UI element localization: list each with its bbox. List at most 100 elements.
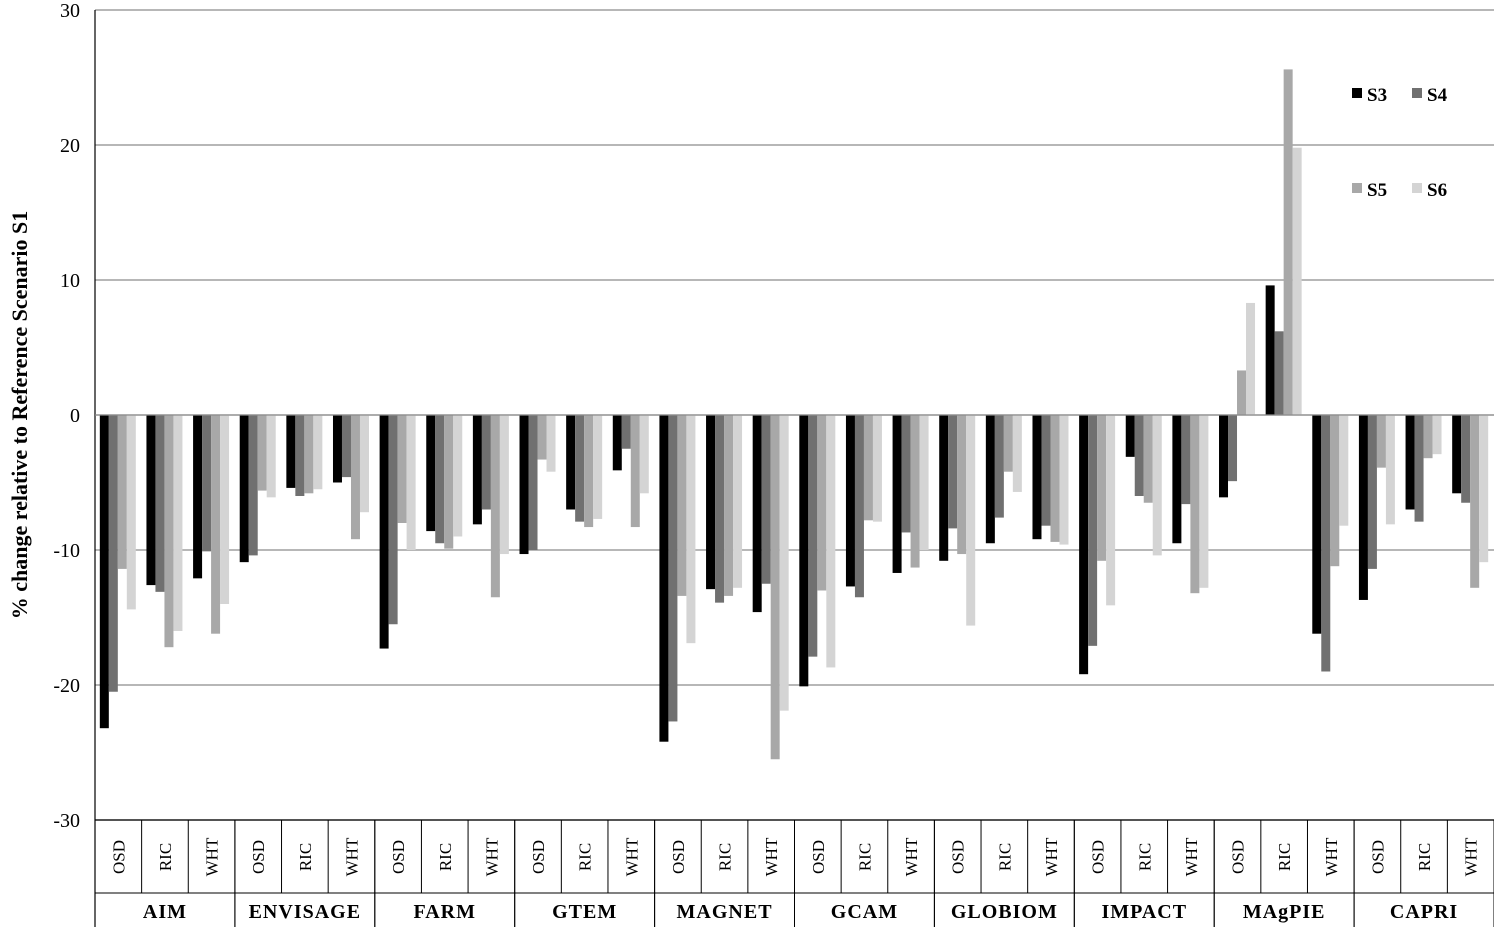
y-tick-label: 0: [70, 405, 80, 427]
bar-s5-impact-wht: [1190, 415, 1200, 594]
bar-s3-magnet-osd: [659, 415, 669, 742]
bar-s4-envisage-wht: [341, 415, 351, 478]
x-category-label: OSD: [389, 840, 408, 874]
bar-s4-magpie-ric: [1274, 331, 1284, 415]
bar-s5-gcam-osd: [817, 415, 827, 591]
bar-s4-farm-wht: [481, 415, 491, 510]
bar-s4-farm-osd: [388, 415, 398, 625]
bar-s5-magpie-osd: [1237, 370, 1247, 415]
bar-s3-magpie-wht: [1312, 415, 1322, 634]
x-category-label: WHT: [1322, 837, 1341, 876]
bar-s6-farm-osd: [406, 415, 416, 550]
x-category-label: OSD: [249, 840, 268, 874]
bar-s6-gtem-osd: [546, 415, 556, 472]
bar-s5-farm-ric: [444, 415, 454, 549]
bar-s6-aim-ric: [173, 415, 183, 631]
bar-s3-globiom-osd: [939, 415, 949, 561]
x-group-label: GLOBIOM: [951, 901, 1058, 923]
x-group-label: CAPRI: [1390, 901, 1458, 923]
bar-s6-magpie-osd: [1246, 302, 1256, 415]
x-group-label: GTEM: [552, 901, 617, 923]
bar-s6-magnet-wht: [779, 415, 789, 711]
bar-s5-gtem-ric: [584, 415, 594, 528]
bar-s6-farm-wht: [499, 415, 509, 555]
bar-s6-gcam-ric: [872, 415, 882, 522]
legend-label: S4: [1427, 85, 1448, 106]
bar-s5-capri-wht: [1470, 415, 1480, 588]
x-category-label: WHT: [622, 837, 641, 876]
y-tick-labels: 30 20 10 0 -10 -20 -30: [53, 0, 80, 832]
bar-s3-capri-wht: [1452, 415, 1462, 494]
bar-s4-capri-ric: [1414, 415, 1424, 522]
x-category-label: WHT: [342, 837, 361, 876]
y-tick-label: -30: [53, 810, 80, 832]
axes: [94, 10, 1494, 927]
x-category-label: WHT: [203, 837, 222, 876]
bar-s3-capri-osd: [1358, 415, 1368, 600]
bar-s4-envisage-ric: [295, 415, 305, 496]
bar-s5-envisage-osd: [257, 415, 267, 491]
bar-s4-gcam-ric: [854, 415, 864, 598]
bar-s6-magpie-wht: [1339, 415, 1349, 526]
bar-s4-aim-wht: [202, 415, 212, 552]
bar-s4-impact-osd: [1088, 415, 1098, 646]
x-category-label: WHT: [482, 837, 501, 876]
bar-s5-globiom-wht: [1050, 415, 1060, 542]
x-category-label: RIC: [716, 843, 735, 871]
bar-s5-impact-ric: [1143, 415, 1153, 503]
x-category-label: WHT: [1182, 837, 1201, 876]
bar-s4-magnet-osd: [668, 415, 678, 722]
bar-s3-globiom-ric: [985, 415, 995, 544]
bar-s4-gtem-osd: [528, 415, 538, 550]
bar-s5-farm-wht: [490, 415, 500, 598]
bar-s3-gtem-osd: [519, 415, 529, 555]
legend-swatch: [1412, 183, 1422, 193]
x-category-label: RIC: [1135, 843, 1154, 871]
bar-s3-aim-wht: [193, 415, 203, 579]
bar-s5-aim-ric: [164, 415, 174, 648]
y-tick-label: 20: [60, 135, 80, 157]
bar-s4-globiom-ric: [994, 415, 1004, 518]
x-category-label: WHT: [1462, 837, 1481, 876]
x-category-label: WHT: [902, 837, 921, 876]
bar-s6-gtem-wht: [639, 415, 649, 494]
bar-s6-globiom-wht: [1059, 415, 1069, 545]
bar-s5-globiom-osd: [957, 415, 967, 555]
bar-s6-gcam-wht: [919, 415, 929, 550]
x-category-label: RIC: [1275, 843, 1294, 871]
x-axis-labels: OSD RIC WHT AIM OSD RIC WHT ENVISAGE OSD RIC WHT FA…: [109, 837, 1480, 923]
bar-s6-envisage-ric: [313, 415, 323, 490]
bar-s4-impact-wht: [1181, 415, 1191, 505]
x-group-label: IMPACT: [1101, 901, 1187, 923]
bar-s4-magnet-wht: [761, 415, 771, 584]
bar-s4-capri-osd: [1367, 415, 1377, 569]
bar-s3-envisage-ric: [286, 415, 296, 488]
bar-s6-capri-wht: [1479, 415, 1489, 563]
bar-s4-envisage-osd: [248, 415, 258, 556]
bar-s3-gcam-wht: [892, 415, 902, 573]
bar-s6-globiom-osd: [966, 415, 976, 626]
bar-s3-impact-osd: [1079, 415, 1089, 675]
x-group-label: MAGNET: [677, 901, 773, 923]
bar-s3-farm-wht: [472, 415, 482, 525]
bar-s4-magpie-wht: [1321, 415, 1331, 672]
bar-s3-gtem-wht: [612, 415, 622, 471]
bar-s5-farm-osd: [397, 415, 407, 523]
bar-s4-gtem-wht: [621, 415, 631, 449]
x-group-label: GCAM: [831, 901, 898, 923]
x-category-label: RIC: [156, 843, 175, 871]
bar-s3-aim-osd: [99, 415, 109, 729]
legend-swatch: [1352, 88, 1362, 98]
bar-s5-magnet-osd: [677, 415, 687, 596]
x-category-label: WHT: [762, 837, 781, 876]
bar-s6-capri-osd: [1385, 415, 1395, 525]
bar-s4-capri-wht: [1461, 415, 1471, 503]
bar-s4-globiom-wht: [1041, 415, 1051, 526]
bar-s3-envisage-osd: [239, 415, 249, 563]
bar-s3-gtem-ric: [566, 415, 576, 510]
x-group-label: AIM: [143, 901, 187, 923]
x-category-label: RIC: [436, 843, 455, 871]
bar-s5-capri-osd: [1376, 415, 1386, 468]
bar-s5-magnet-ric: [724, 415, 734, 596]
